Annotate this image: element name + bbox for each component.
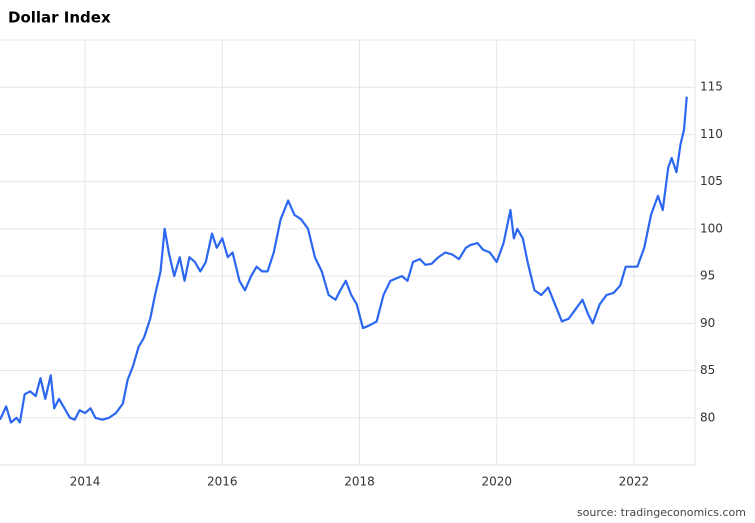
x-tick-label: 2014 (70, 475, 101, 489)
y-tick-label: 95 (700, 269, 715, 283)
x-tick-label: 2022 (619, 475, 650, 489)
y-tick-label: 100 (700, 221, 723, 235)
y-tick-label: 85 (700, 363, 715, 377)
y-tick-label: 80 (700, 410, 715, 424)
y-tick-label: 110 (700, 127, 723, 141)
y-tick-label: 90 (700, 316, 715, 330)
chart-title: Dollar Index (8, 9, 111, 27)
x-tick-label: 2016 (207, 475, 238, 489)
y-tick-label: 105 (700, 174, 723, 188)
source-note: source: tradingeconomics.com (577, 506, 746, 519)
y-tick-label: 115 (700, 80, 723, 94)
data-line (0, 96, 688, 424)
x-tick-label: 2018 (344, 475, 375, 489)
x-tick-label: 2020 (481, 475, 512, 489)
